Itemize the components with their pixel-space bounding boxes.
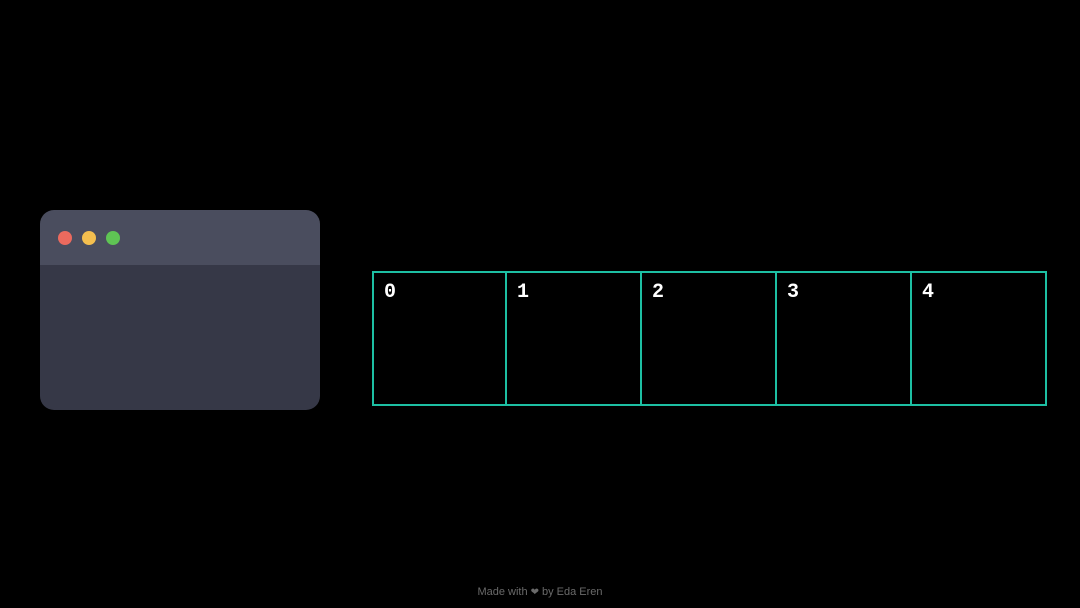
array-cell: 1	[507, 271, 642, 406]
cell-index-label: 1	[517, 281, 630, 304]
array-container: 0 1 2 3 4	[372, 271, 1047, 406]
array-cell: 0	[372, 271, 507, 406]
terminal-titlebar	[40, 210, 320, 265]
traffic-light-minimize-icon	[82, 231, 96, 245]
heart-icon: ❤	[531, 587, 539, 598]
terminal-body	[40, 265, 320, 410]
array-cell: 4	[912, 271, 1047, 406]
cell-index-label: 3	[787, 281, 900, 304]
footer-suffix: by Eda Eren	[542, 586, 603, 598]
array-cell: 2	[642, 271, 777, 406]
terminal-window	[40, 210, 320, 410]
traffic-light-maximize-icon	[106, 231, 120, 245]
cell-index-label: 4	[922, 281, 1035, 304]
footer-credit: Made with ❤ by Eda Eren	[477, 586, 602, 598]
cell-index-label: 2	[652, 281, 765, 304]
array-cell: 3	[777, 271, 912, 406]
footer-prefix: Made with	[477, 586, 527, 598]
traffic-light-close-icon	[58, 231, 72, 245]
cell-index-label: 0	[384, 281, 495, 304]
